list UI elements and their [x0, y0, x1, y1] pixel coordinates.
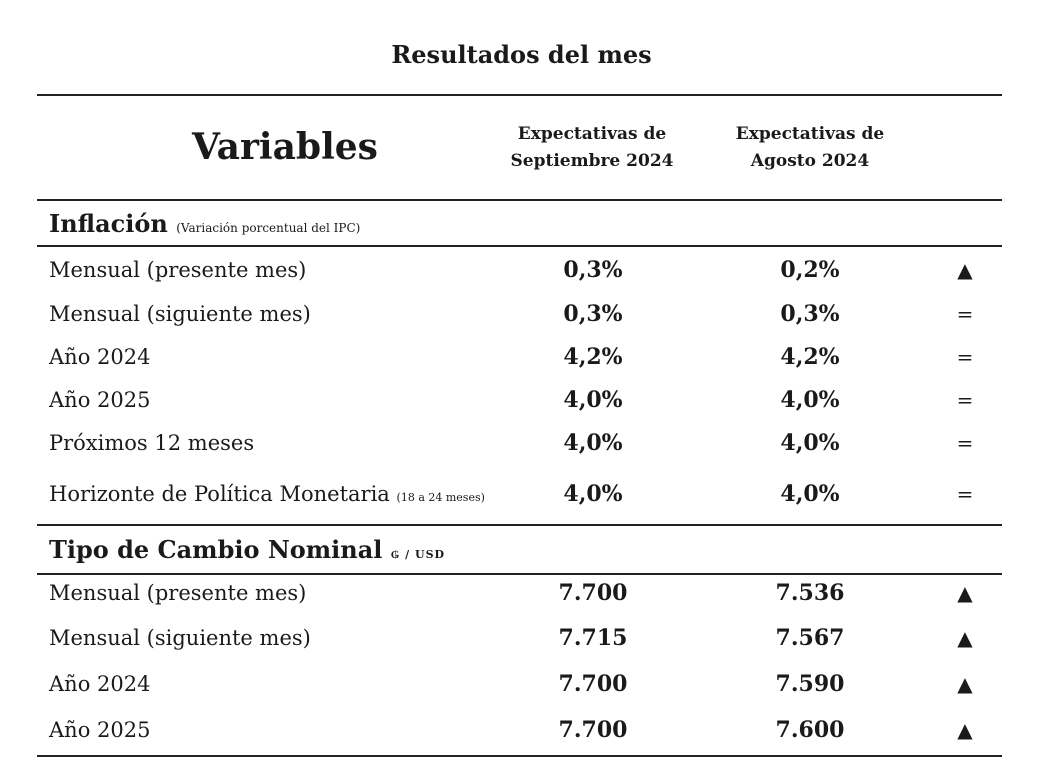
row-label-text: Mensual (presente mes) [49, 258, 307, 282]
trend-indicator: = [956, 302, 974, 326]
value-septiembre: 4,2% [563, 344, 623, 370]
value-agosto: 4,0% [780, 387, 840, 413]
row-label-text: Horizonte de Política Monetaria [49, 482, 390, 506]
row-label-text: Mensual (siguiente mes) [49, 302, 311, 326]
value-septiembre: 7.700 [558, 717, 628, 743]
row-label-note: (18 a 24 meses) [396, 491, 485, 504]
value-agosto: 4,2% [780, 344, 840, 370]
table-row: Próximos 12 meses 4,0% 4,0% = [0, 425, 1043, 465]
row-label: Mensual (siguiente mes) [49, 302, 311, 326]
value-septiembre: 4,0% [563, 430, 623, 456]
table-row: Año 2024 7.700 7.590 ▲ [0, 666, 1043, 706]
value-septiembre: 7.700 [558, 671, 628, 697]
trend-indicator: = [956, 482, 974, 506]
row-label-text: Año 2025 [49, 388, 151, 412]
trend-indicator: = [956, 431, 974, 455]
table-row: Año 2024 4,2% 4,2% = [0, 339, 1043, 379]
table-row: Año 2025 7.700 7.600 ▲ [0, 712, 1043, 752]
section-cambio-title: Tipo de Cambio Nominal [49, 535, 383, 564]
section-inflacion: Inflación (Variación porcentual del IPC) [49, 209, 360, 238]
trend-indicator: = [956, 345, 974, 369]
row-label: Próximos 12 meses [49, 431, 254, 455]
value-agosto: 7.567 [775, 625, 845, 651]
trend-indicator: ▲ [957, 581, 973, 605]
section-cambio: Tipo de Cambio Nominal ₲ / USD [49, 535, 445, 564]
variables-header: Variables [192, 126, 378, 168]
trend-indicator: ▲ [957, 672, 973, 696]
value-septiembre: 7.700 [558, 580, 628, 606]
col-header-agosto: Expectativas de Agosto 2024 [700, 121, 920, 175]
row-label: Horizonte de Política Monetaria (18 a 24… [49, 482, 485, 506]
trend-indicator: = [956, 388, 974, 412]
section-inflacion-title: Inflación [49, 209, 168, 238]
trend-indicator: ▲ [957, 626, 973, 650]
value-agosto: 7.600 [775, 717, 845, 743]
col-header-septiembre: Expectativas de Septiembre 2024 [482, 121, 702, 175]
row-label: Mensual (siguiente mes) [49, 626, 311, 650]
row-label: Año 2024 [49, 345, 150, 369]
value-agosto: 7.590 [775, 671, 845, 697]
row-label-text: Próximos 12 meses [49, 431, 255, 455]
value-septiembre: 7.715 [558, 625, 628, 651]
cambio-rule [37, 573, 1002, 575]
value-agosto: 7.536 [775, 580, 845, 606]
row-label-text: Mensual (presente mes) [49, 581, 307, 605]
row-label-text: Año 2025 [49, 718, 151, 742]
table-row: Mensual (presente mes) 7.700 7.536 ▲ [0, 575, 1043, 615]
col-header-agosto-line1: Expectativas de [735, 124, 885, 144]
value-septiembre: 4,0% [563, 481, 623, 507]
row-label-text: Año 2024 [49, 672, 151, 696]
trend-indicator: ▲ [957, 258, 973, 282]
row-label-text: Mensual (siguiente mes) [49, 626, 311, 650]
top-rule [37, 94, 1002, 96]
row-label: Año 2025 [49, 388, 150, 412]
value-agosto: 0,3% [780, 301, 840, 327]
row-label-text: Año 2024 [49, 345, 151, 369]
row-label: Mensual (presente mes) [49, 258, 306, 282]
page-title: Resultados del mes [391, 40, 652, 69]
inflacion-rule [37, 245, 1002, 247]
col-header-agosto-line2: Agosto 2024 [750, 151, 870, 171]
table-row: Mensual (presente mes) 0,3% 0,2% ▲ [0, 252, 1043, 292]
cambio-top-rule [37, 524, 1002, 526]
row-label: Año 2024 [49, 672, 150, 696]
value-agosto: 4,0% [780, 430, 840, 456]
col-header-septiembre-line1: Expectativas de [517, 124, 667, 144]
bottom-rule [37, 755, 1002, 757]
trend-indicator: ▲ [957, 718, 973, 742]
header-rule [37, 199, 1002, 201]
section-inflacion-subtitle: (Variación porcentual del IPC) [176, 221, 361, 235]
value-septiembre: 0,3% [563, 301, 623, 327]
col-header-septiembre-line2: Septiembre 2024 [510, 151, 674, 171]
value-septiembre: 4,0% [563, 387, 623, 413]
row-label: Mensual (presente mes) [49, 581, 306, 605]
section-cambio-unit: ₲ / USD [390, 548, 446, 561]
value-agosto: 4,0% [780, 481, 840, 507]
table-row: Mensual (siguiente mes) 0,3% 0,3% = [0, 296, 1043, 336]
table-row: Mensual (siguiente mes) 7.715 7.567 ▲ [0, 620, 1043, 660]
value-agosto: 0,2% [780, 257, 840, 283]
row-label: Año 2025 [49, 718, 150, 742]
table-row: Horizonte de Política Monetaria (18 a 24… [0, 476, 1043, 516]
value-septiembre: 0,3% [563, 257, 623, 283]
table-row: Año 2025 4,0% 4,0% = [0, 382, 1043, 422]
